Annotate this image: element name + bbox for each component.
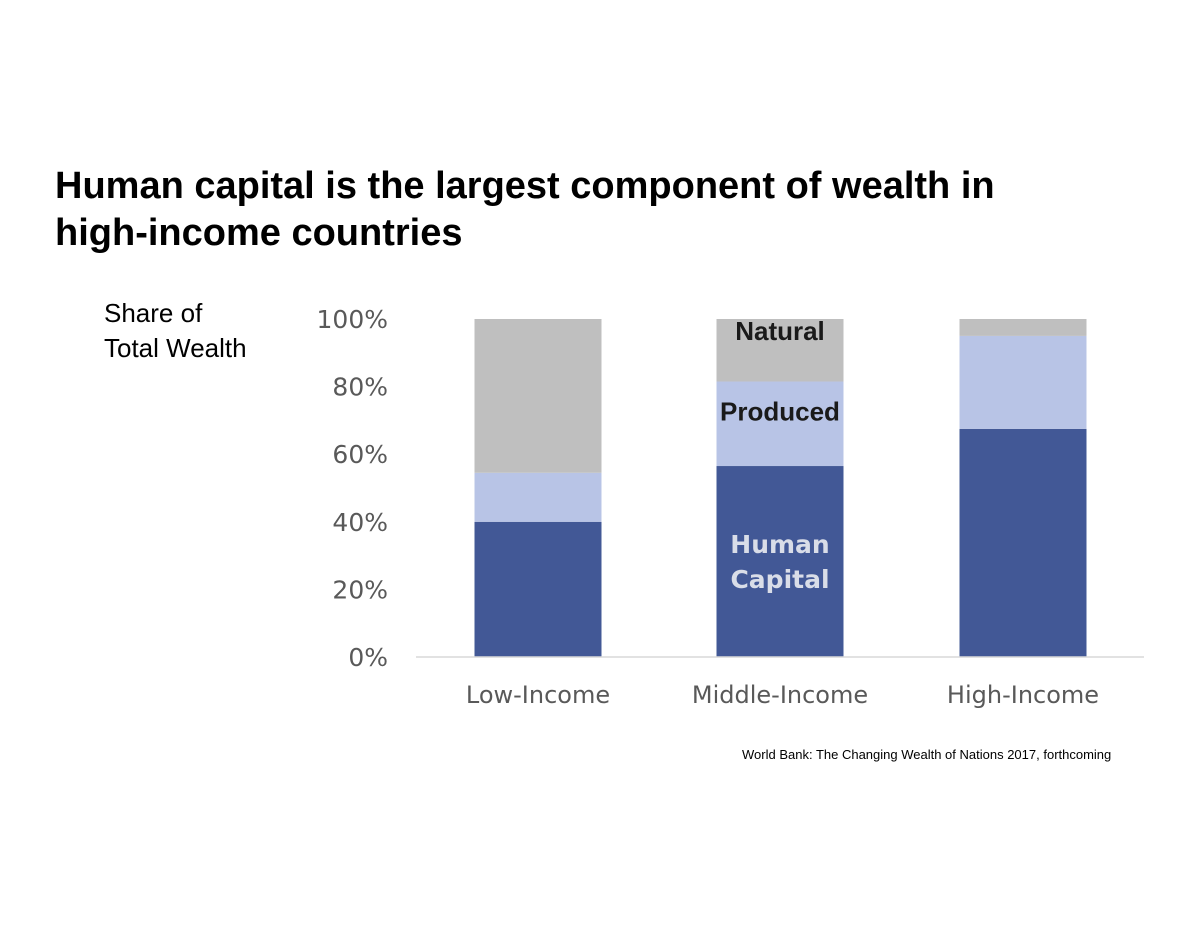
x-category-label: High-Income	[947, 681, 1099, 709]
y-axis-caption-line-2: Total Wealth	[104, 333, 247, 363]
x-category-label: Low-Income	[466, 681, 610, 709]
y-tick-label: 60%	[332, 440, 388, 469]
bar-stacks	[474, 319, 1087, 657]
y-axis-ticks: 0% 20% 40% 60% 80% 100%	[317, 305, 388, 672]
y-tick-label: 40%	[332, 508, 388, 537]
y-tick-label: 80%	[332, 373, 388, 402]
segment-label-human-capital: Human	[730, 530, 829, 559]
source-note: World Bank: The Changing Wealth of Natio…	[742, 747, 1112, 762]
bar-segment-human-capital-low-income	[474, 521, 602, 657]
y-axis-caption-line-1: Share of	[104, 298, 203, 328]
slide-title: Human capital is the largest component o…	[55, 163, 1175, 257]
y-tick-label: 0%	[348, 643, 388, 672]
segment-labels: Human Capital Produced Natural	[720, 316, 840, 594]
bar-segment-natural-low-income	[474, 319, 602, 473]
bar-segment-natural-middle-income	[716, 319, 844, 382]
x-axis-categories: Low-Income Middle-Income High-Income	[466, 681, 1099, 709]
y-tick-label: 100%	[317, 305, 388, 334]
bar-segment-human-capital-high-income	[959, 428, 1087, 657]
bar-segment-human-capital-middle-income	[716, 466, 844, 657]
segment-label-human-capital: Capital	[730, 565, 829, 594]
y-axis-caption: Share of Total Wealth	[104, 296, 247, 366]
bar-segment-produced-middle-income	[716, 381, 844, 467]
bar-segment-produced-low-income	[474, 472, 602, 522]
slide-title-line-2: high-income countries	[55, 212, 463, 254]
segment-label-produced: Produced	[720, 397, 840, 427]
bar-segment-produced-high-income	[959, 335, 1087, 429]
y-tick-label: 20%	[332, 575, 388, 604]
slide-title-line-1: Human capital is the largest component o…	[55, 165, 995, 207]
x-category-label: Middle-Income	[692, 681, 868, 709]
bar-segment-natural-high-income	[959, 319, 1087, 336]
segment-label-natural: Natural	[735, 316, 825, 346]
